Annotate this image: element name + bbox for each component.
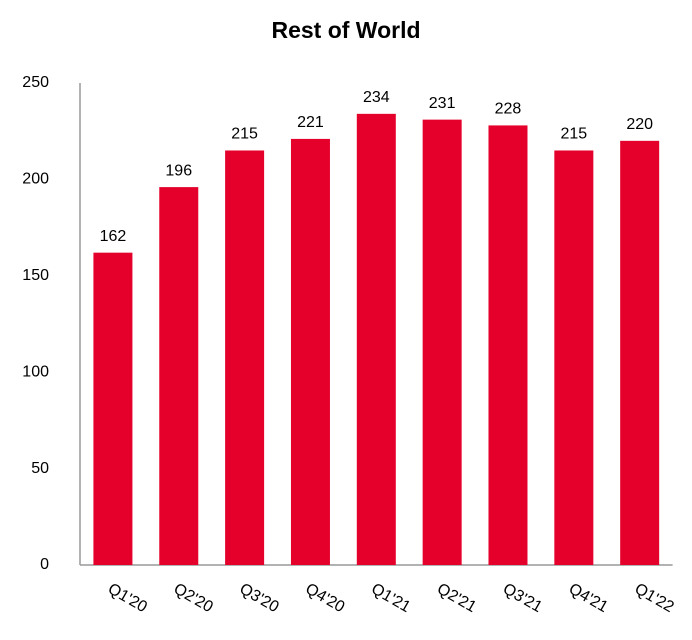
y-tick-label: 0 xyxy=(40,556,49,573)
bar xyxy=(159,187,199,565)
data-label: 196 xyxy=(165,162,192,179)
x-tick-label: Q4'20 xyxy=(302,580,347,616)
bar xyxy=(488,125,528,565)
y-tick-label: 100 xyxy=(22,363,49,380)
data-label: 215 xyxy=(560,126,587,143)
data-label: 162 xyxy=(100,228,127,245)
bar xyxy=(356,113,396,566)
data-label: 215 xyxy=(231,126,258,143)
x-tick-label: Q3'20 xyxy=(236,580,281,616)
bar xyxy=(93,252,133,565)
data-label: 221 xyxy=(297,114,324,131)
bar xyxy=(290,138,330,566)
x-tick-label: Q1'20 xyxy=(105,580,150,616)
y-tick-label: 150 xyxy=(22,267,49,284)
data-label: 231 xyxy=(429,95,456,112)
data-label: 234 xyxy=(363,89,390,106)
bar xyxy=(620,140,660,565)
x-tick-label: Q4'21 xyxy=(566,580,611,616)
y-tick-label: 50 xyxy=(31,460,49,477)
x-tick-label: Q1'21 xyxy=(368,580,413,616)
chart-title: Rest of World xyxy=(271,17,420,43)
x-tick-label: Q2'21 xyxy=(434,580,479,616)
x-tick-label: Q3'21 xyxy=(500,580,545,616)
y-tick-label: 200 xyxy=(22,171,49,188)
data-label: 220 xyxy=(626,116,653,133)
bar xyxy=(225,150,265,566)
y-tick-label: 250 xyxy=(22,74,49,91)
bar xyxy=(554,150,594,566)
x-tick-label: Q2'20 xyxy=(171,580,216,616)
data-label: 228 xyxy=(495,101,522,118)
x-tick-label: Q1'22 xyxy=(632,580,677,616)
bar xyxy=(422,119,462,565)
